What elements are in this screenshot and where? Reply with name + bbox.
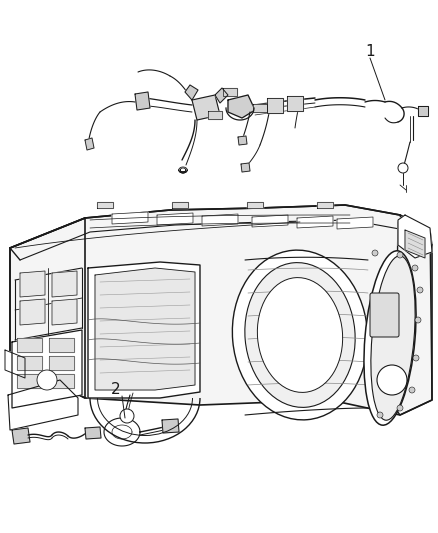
Polygon shape <box>17 338 42 352</box>
Ellipse shape <box>364 251 416 425</box>
Polygon shape <box>20 299 45 325</box>
Polygon shape <box>297 216 333 228</box>
Circle shape <box>397 405 403 411</box>
Circle shape <box>417 287 423 293</box>
Polygon shape <box>241 163 250 172</box>
Polygon shape <box>405 230 425 258</box>
Polygon shape <box>228 95 255 118</box>
Polygon shape <box>238 136 247 145</box>
Polygon shape <box>287 96 303 111</box>
Polygon shape <box>398 215 432 258</box>
Polygon shape <box>337 217 373 229</box>
Polygon shape <box>172 202 188 208</box>
Circle shape <box>377 412 383 418</box>
Ellipse shape <box>245 263 355 407</box>
FancyBboxPatch shape <box>370 293 399 337</box>
Polygon shape <box>5 350 25 378</box>
Circle shape <box>415 317 421 323</box>
Circle shape <box>120 409 134 423</box>
Text: 1: 1 <box>365 44 375 60</box>
Polygon shape <box>418 106 428 116</box>
Circle shape <box>412 265 418 271</box>
Circle shape <box>397 252 403 258</box>
Text: 2: 2 <box>111 383 121 398</box>
Polygon shape <box>97 202 113 208</box>
Polygon shape <box>192 95 220 120</box>
Polygon shape <box>202 214 238 226</box>
Polygon shape <box>17 374 42 388</box>
Polygon shape <box>85 138 94 150</box>
Polygon shape <box>12 428 30 444</box>
Circle shape <box>372 250 378 256</box>
Polygon shape <box>215 88 228 103</box>
Polygon shape <box>185 85 198 100</box>
Ellipse shape <box>258 278 343 392</box>
Polygon shape <box>95 268 195 390</box>
Polygon shape <box>317 202 333 208</box>
Polygon shape <box>49 338 74 352</box>
Polygon shape <box>10 205 432 415</box>
Polygon shape <box>88 262 200 398</box>
Ellipse shape <box>232 250 367 420</box>
Polygon shape <box>112 212 148 224</box>
Polygon shape <box>157 213 193 225</box>
Circle shape <box>37 370 57 390</box>
Polygon shape <box>8 380 78 430</box>
Polygon shape <box>267 98 283 113</box>
Circle shape <box>377 365 407 395</box>
Circle shape <box>413 355 419 361</box>
Polygon shape <box>162 419 179 433</box>
Polygon shape <box>17 356 42 370</box>
Polygon shape <box>223 88 237 96</box>
Polygon shape <box>252 215 288 227</box>
Polygon shape <box>49 356 74 370</box>
Polygon shape <box>20 271 45 297</box>
Polygon shape <box>85 427 101 439</box>
Polygon shape <box>10 218 85 398</box>
Polygon shape <box>247 202 263 208</box>
Polygon shape <box>49 374 74 388</box>
Circle shape <box>398 163 408 173</box>
Polygon shape <box>208 111 222 119</box>
Polygon shape <box>52 299 77 325</box>
Polygon shape <box>12 330 82 408</box>
Polygon shape <box>52 271 77 297</box>
Circle shape <box>409 387 415 393</box>
Ellipse shape <box>371 256 415 420</box>
Polygon shape <box>253 104 267 112</box>
Polygon shape <box>135 92 150 110</box>
